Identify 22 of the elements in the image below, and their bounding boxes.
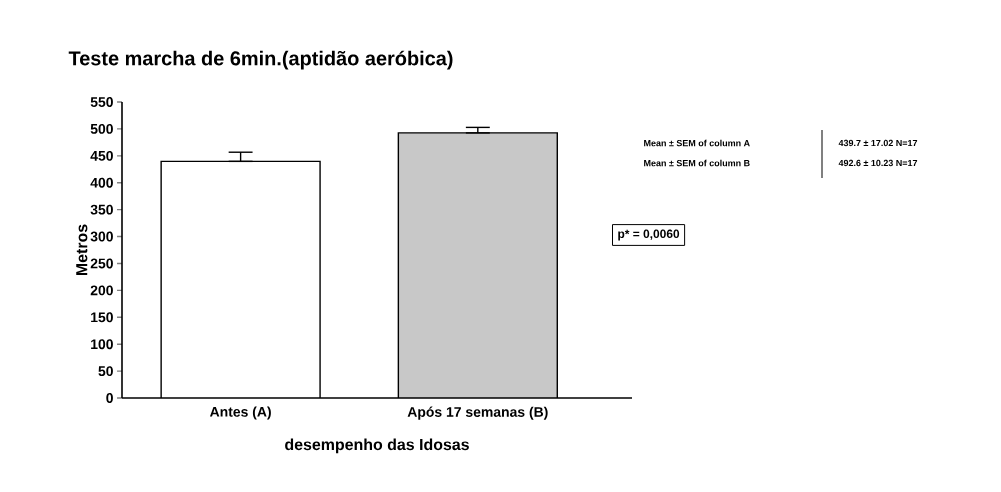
y-tick-label: 350 <box>90 204 113 215</box>
y-tick-label: 500 <box>90 123 113 134</box>
y-tick-label: 150 <box>91 312 113 323</box>
y-tick-label: 100 <box>91 339 113 350</box>
y-tick-label: 50 <box>98 366 113 377</box>
text: 492.6 ± 10.23 N=17 <box>838 159 918 167</box>
y-tick-label: 200 <box>90 285 113 296</box>
x-tick-label: Após 17 semanas (B) <box>407 406 548 420</box>
text: Mean ± SEM of column B <box>644 159 750 167</box>
y-tick-label: 450 <box>90 150 113 161</box>
y-tick-label: 0 <box>106 393 113 403</box>
y-tick-label: 300 <box>90 231 113 242</box>
text: 439.7 ± 17.02 N=17 <box>838 139 918 147</box>
y-axis-title: Metros <box>76 224 88 276</box>
y-tick-label: 400 <box>90 177 113 188</box>
annotation: p* = 0,0060 <box>618 229 680 241</box>
y-tick-label: 250 <box>90 258 113 269</box>
y-tick-label: 550 <box>90 97 113 107</box>
chart-title: Teste marcha de 6min.(aptidão aeróbica) <box>68 50 453 70</box>
text: Mean ± SEM of column A <box>644 139 750 147</box>
x-axis-title: desempenho das Idosas <box>285 438 469 454</box>
x-tick-label: Antes (A) <box>209 406 271 420</box>
